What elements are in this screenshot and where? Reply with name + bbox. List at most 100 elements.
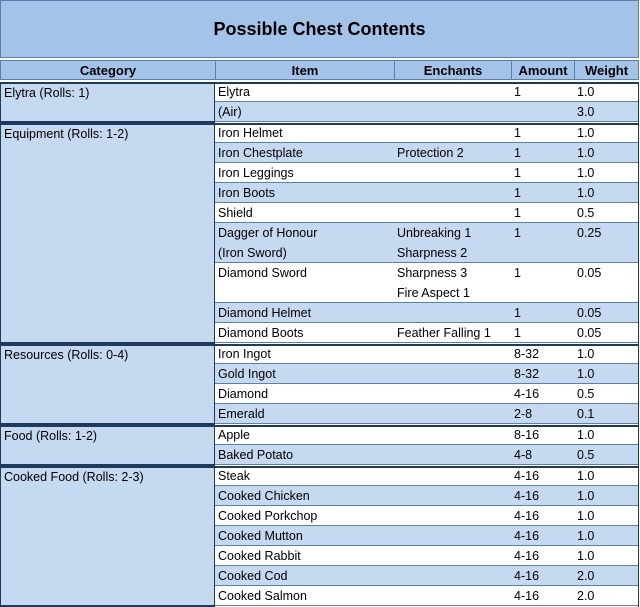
group-border: [215, 123, 639, 344]
item-cell: Iron Leggings: [218, 166, 294, 180]
item-cell: (Iron Sword): [218, 246, 287, 260]
category-cell: Resources (Rolls: 0-4): [0, 344, 215, 425]
amount-cell: 1: [514, 206, 521, 220]
header-weight: Weight: [574, 60, 639, 80]
weight-cell: 2.0: [577, 569, 595, 583]
item-cell: Cooked Porkchop: [218, 509, 318, 523]
category-cell: Equipment (Rolls: 1-2): [0, 123, 215, 344]
weight-cell: 1.0: [577, 126, 595, 140]
enchants-cell: Sharpness 3: [397, 266, 468, 280]
table-row: [215, 566, 639, 586]
item-cell: Diamond Boots: [218, 326, 304, 340]
amount-cell: 1: [514, 166, 521, 180]
item-cell: Iron Helmet: [218, 126, 283, 140]
weight-cell: 0.05: [577, 306, 602, 320]
weight-cell: 1.0: [577, 367, 595, 381]
table-row: [215, 486, 639, 506]
table-row: [215, 425, 639, 445]
amount-cell: 1: [514, 326, 521, 340]
amount-cell: 1: [514, 226, 521, 240]
amount-cell: 1: [514, 186, 521, 200]
item-cell: Diamond Helmet: [218, 306, 312, 320]
weight-cell: 1.0: [577, 85, 595, 99]
weight-cell: 1.0: [577, 186, 595, 200]
table-row: [215, 506, 639, 526]
amount-cell: 4-16: [514, 529, 540, 543]
item-cell: Diamond: [218, 387, 269, 401]
item-cell: Cooked Salmon: [218, 589, 307, 603]
amount-cell: 2-8: [514, 407, 533, 421]
weight-cell: 1.0: [577, 489, 595, 503]
weight-cell: 1.0: [577, 509, 595, 523]
enchants-cell: Protection 2: [397, 146, 464, 160]
group-border: [215, 466, 639, 607]
amount-cell: 4-16: [514, 589, 540, 603]
weight-cell: 0.05: [577, 326, 602, 340]
weight-cell: 0.1: [577, 407, 595, 421]
table-row: [215, 143, 639, 163]
amount-cell: 4-16: [514, 569, 540, 583]
amount-cell: 4-16: [514, 489, 540, 503]
weight-cell: 1.0: [577, 529, 595, 543]
item-cell: Cooked Mutton: [218, 529, 303, 543]
weight-cell: 1.0: [577, 469, 595, 483]
weight-cell: 0.5: [577, 448, 595, 462]
category-cell: Cooked Food (Rolls: 2-3): [0, 466, 215, 607]
item-cell: Steak: [218, 469, 250, 483]
item-cell: Emerald: [218, 407, 265, 421]
amount-cell: 1: [514, 306, 521, 320]
weight-cell: 1.0: [577, 428, 595, 442]
item-cell: Cooked Cod: [218, 569, 288, 583]
amount-cell: 1: [514, 85, 521, 99]
enchants-cell: Sharpness 2: [397, 246, 468, 260]
table-row: [215, 263, 639, 303]
table-row: [215, 526, 639, 546]
table-row: [215, 445, 639, 465]
table-row: [215, 183, 639, 203]
item-cell: Baked Potato: [218, 448, 294, 462]
category-cell: Elytra (Rolls: 1): [0, 82, 215, 123]
item-cell: Diamond Sword: [218, 266, 307, 280]
header-item: Item: [215, 60, 395, 80]
item-cell: Iron Boots: [218, 186, 275, 200]
table-row: [215, 323, 639, 343]
item-cell: Iron Ingot: [218, 347, 271, 361]
table-row: [215, 466, 639, 486]
table-row: [215, 303, 639, 323]
amount-cell: 4-16: [514, 509, 540, 523]
table-row: [215, 223, 639, 263]
table-row: [215, 82, 639, 102]
item-cell: (Air): [218, 105, 242, 119]
item-cell: Apple: [218, 428, 250, 442]
amount-cell: 4-16: [514, 387, 540, 401]
enchants-cell: Unbreaking 1: [397, 226, 472, 240]
table-row: [215, 344, 639, 364]
item-cell: Elytra: [218, 85, 250, 99]
table-row: [215, 586, 639, 606]
table-row: [215, 163, 639, 183]
table-row: [215, 384, 639, 404]
table-row: [215, 203, 639, 223]
amount-cell: 1: [514, 266, 521, 280]
amount-cell: 4-16: [514, 549, 540, 563]
weight-cell: 1.0: [577, 347, 595, 361]
item-cell: Iron Chestplate: [218, 146, 303, 160]
group-border: [215, 425, 639, 466]
weight-cell: 1.0: [577, 146, 595, 160]
group-border: [215, 344, 639, 425]
item-cell: Dagger of Honour: [218, 226, 318, 240]
table-row: [215, 546, 639, 566]
item-cell: Cooked Chicken: [218, 489, 310, 503]
amount-cell: 1: [514, 126, 521, 140]
amount-cell: 8-16: [514, 428, 540, 442]
weight-cell: 0.05: [577, 266, 602, 280]
amount-cell: 8-32: [514, 347, 540, 361]
item-cell: Gold Ingot: [218, 367, 276, 381]
weight-cell: 3.0: [577, 105, 595, 119]
table-row: [215, 364, 639, 384]
weight-cell: 0.5: [577, 206, 595, 220]
weight-cell: 0.25: [577, 226, 602, 240]
group-border: [215, 82, 639, 123]
weight-cell: 1.0: [577, 166, 595, 180]
enchants-cell: Feather Falling 1: [397, 326, 491, 340]
